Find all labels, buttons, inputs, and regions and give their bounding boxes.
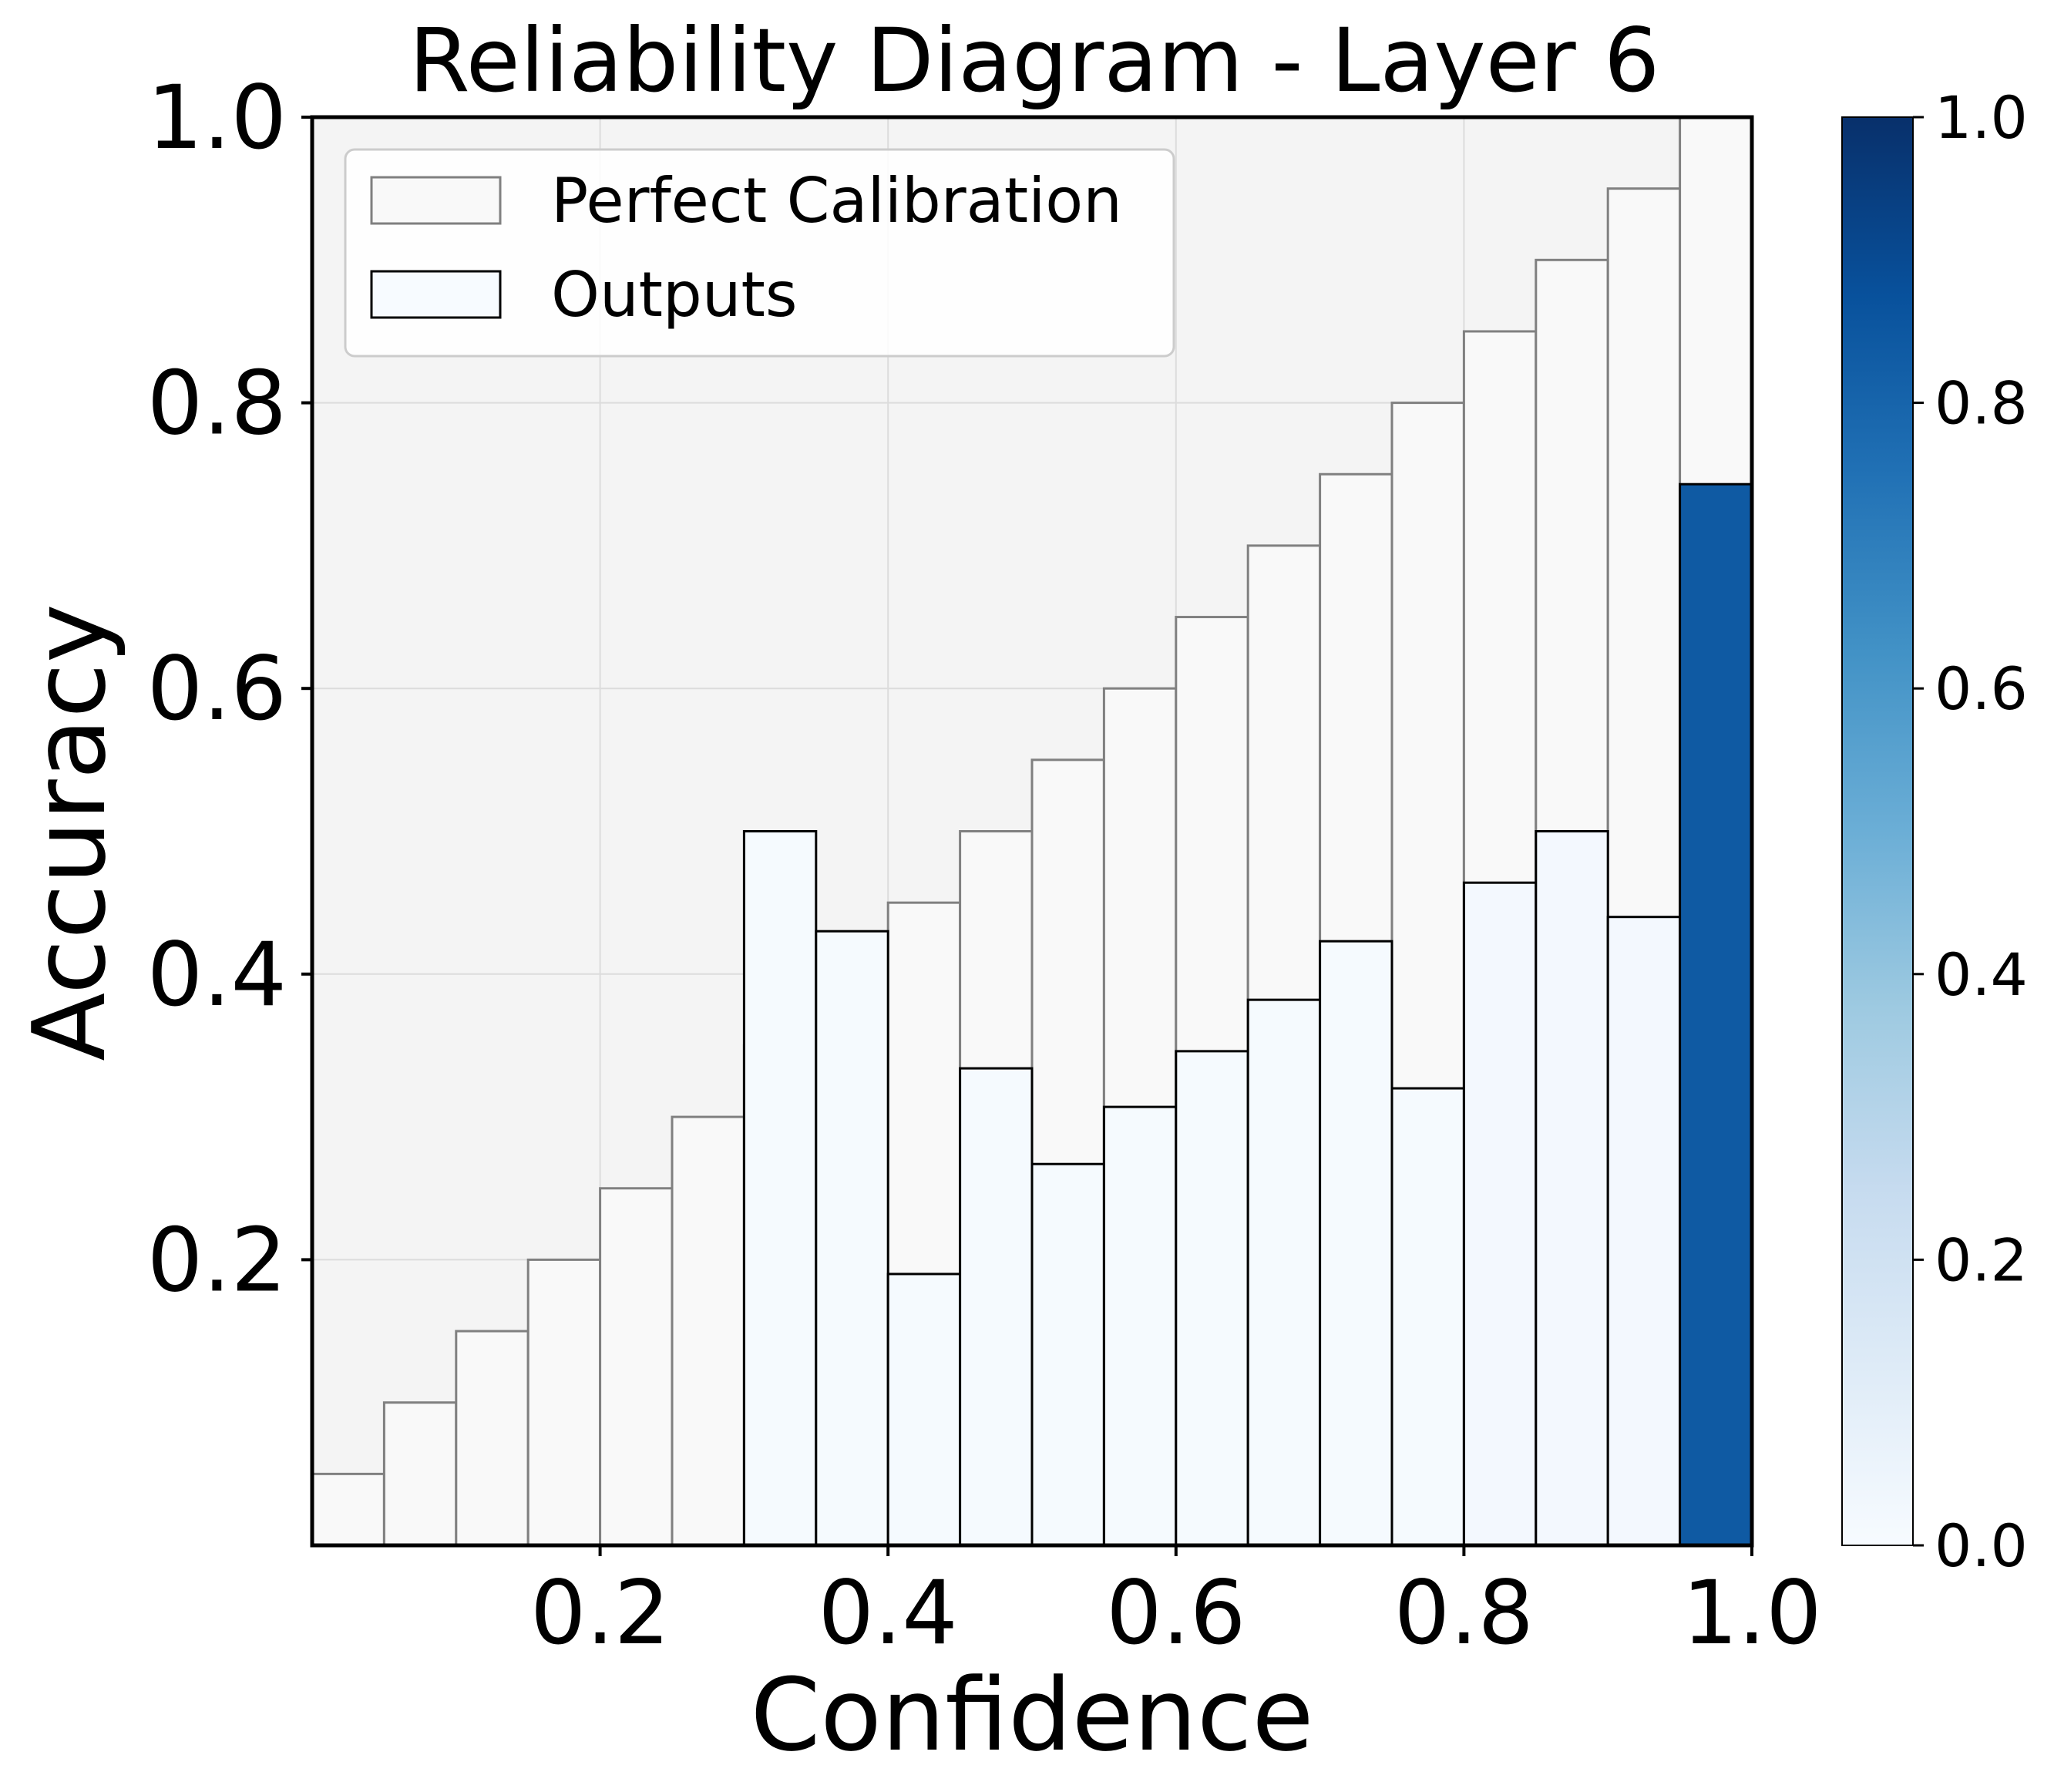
colorbar-tick-label: 0.2 [1935,1225,2028,1294]
output-bar [1390,1087,1465,1547]
x-axis-label: Confidence [751,1656,1314,1774]
x-tick-label: 1.0 [1682,1562,1821,1664]
output-bar [742,830,818,1547]
colorbar-tick-label: 0.8 [1935,369,2028,438]
output-bar [1462,881,1538,1547]
output-bar [886,1273,962,1547]
output-bar [1535,830,1609,1547]
perfect-calibration-bar [599,1187,674,1547]
y-tick-label: 0.6 [147,637,287,740]
y-axis-ticks: 0.2 0.4 0.6 0.8 1.0 [147,66,312,1311]
y-tick-label: 1.0 [147,66,287,169]
perfect-calibration-bar [311,1472,385,1547]
perfect-calibration-bar [526,1258,602,1547]
y-tick-label: 0.8 [147,352,287,455]
legend: Perfect Calibration Outputs [344,148,1175,358]
perfect-calibration-bar [455,1330,529,1547]
colorbar-tick-label: 0.6 [1935,654,2028,723]
colorbar-tick-label: 0.0 [1935,1511,2028,1580]
plot-frame [310,115,1754,1548]
x-tick-label: 0.2 [530,1562,670,1664]
y-tick-label: 0.4 [147,923,287,1026]
output-bar [1175,1050,1249,1547]
colorbar-tick-label: 1.0 [1935,83,2028,152]
output-bar [1102,1105,1178,1547]
chart-title: Reliability Diagram - Layer 6 [409,9,1660,112]
perfect-calibration-bar [671,1115,745,1547]
x-tick-label: 0.4 [819,1562,958,1664]
output-bar [815,930,889,1547]
colorbar: 0.0 0.2 0.4 0.6 0.8 1.0 [1841,83,2028,1580]
output-bar [1319,940,1393,1547]
output-bar [1030,1162,1105,1547]
legend-swatch-outputs [370,270,502,319]
legend-label-perfect-calibration: Perfect Calibration [551,165,1122,237]
output-bar [959,1067,1034,1547]
colorbar-tick-label: 0.4 [1935,940,2028,1009]
x-tick-label: 0.6 [1106,1562,1246,1664]
legend-box [344,148,1175,358]
colorbar-gradient [1841,116,1914,1546]
output-bar [1679,482,1753,1547]
outputs-bars [742,482,1753,1547]
y-tick-label: 0.2 [147,1209,287,1311]
x-tick-label: 0.8 [1394,1562,1534,1664]
output-bar [1246,998,1322,1547]
colorbar-ticks: 0.0 0.2 0.4 0.6 0.8 1.0 [1913,83,2028,1580]
y-axis-label: Accuracy [11,603,128,1061]
perfect-calibration-bar [382,1401,458,1547]
legend-label-outputs: Outputs [551,259,798,331]
output-bar [1606,916,1682,1547]
x-axis-ticks: 0.2 0.4 0.6 0.8 1.0 [530,1545,1822,1664]
legend-swatch-perfect-calibration [370,176,502,225]
